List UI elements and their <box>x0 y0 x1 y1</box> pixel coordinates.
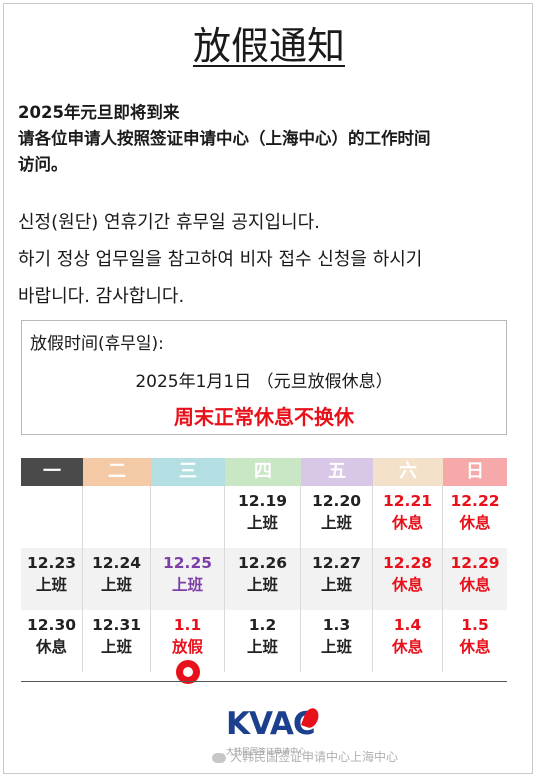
day-date: 12.25 <box>162 554 213 572</box>
day-cell: 12.28 休息 <box>373 548 443 610</box>
holiday-date: 2025年1月1日 （元旦放假休息） <box>135 372 393 392</box>
day-status: 上班 <box>320 514 352 532</box>
chinese-notice-line-1: 2025年元旦即将到来 <box>18 103 180 122</box>
day-cell: 12.27 上班 <box>301 548 373 610</box>
wechat-watermark: 大韩民国签证申请中心上海中心 <box>212 748 398 765</box>
day-status: 上班 <box>246 576 278 594</box>
day-date: 12.29 <box>450 554 500 572</box>
weekday-header-thu: 四 <box>225 458 301 486</box>
day-status: 上班 <box>246 514 278 532</box>
day-status: 上班 <box>100 576 132 594</box>
weekend-note: 周末正常休息不换休 <box>174 405 354 429</box>
weekday-header-sat: 六 <box>373 458 443 486</box>
day-date: 12.30 <box>26 616 77 634</box>
day-status: 休息 <box>459 514 491 532</box>
day-date: 12.27 <box>311 554 362 572</box>
day-date: 12.20 <box>311 492 362 510</box>
day-cell: 12.25 上班 <box>151 548 225 610</box>
day-date: 1.4 <box>393 616 422 634</box>
day-status: 休息 <box>35 638 67 656</box>
week-row-2: 12.23 上班 12.24 上班 12.25 上班 12.26 上班 12.27 上班 … <box>21 548 507 610</box>
day-cell: 1.2 上班 <box>225 610 301 672</box>
logo-subtext: 大韩民国签证申请中心 <box>226 747 306 756</box>
day-cell <box>21 486 83 548</box>
day-cell: 12.20 上班 <box>301 486 373 548</box>
kvac-logo: KVAC 大韩民国签证申请中心 <box>226 706 326 756</box>
korean-notice: 신정(원단) 연휴기간 휴무일 공지입니다. 하기 정상 업무일을 참고하여 비… <box>18 204 528 315</box>
chinese-notice-line-3: 访问。 <box>18 155 68 174</box>
wechat-icon <box>212 752 226 763</box>
day-cell: 12.19 上班 <box>225 486 301 548</box>
day-cell: 12.30 休息 <box>21 610 83 672</box>
holiday-calendar: 一 二 三 四 五 六 日 12.19 上班 12.20 上班 12.21 休息 12… <box>21 458 507 684</box>
day-status: 休息 <box>391 576 423 594</box>
day-date: 1.1 <box>173 616 202 634</box>
day-status: 休息 <box>391 638 423 656</box>
weekday-header-tue: 二 <box>83 458 151 486</box>
day-cell: 12.26 上班 <box>225 548 301 610</box>
korean-notice-line-1: 신정(원단) 연휴기간 휴무일 공지입니다. <box>18 212 320 233</box>
page-title: 放假通知 <box>192 24 345 68</box>
day-date: 1.2 <box>248 616 277 634</box>
day-cell: 1.5 休息 <box>443 610 507 672</box>
holiday-info-box: 放假时间(휴무일): 2025年1月1日 （元旦放假休息） 周末正常休息不换休 <box>21 320 507 435</box>
day-cell: 12.29 休息 <box>443 548 507 610</box>
day-status: 上班 <box>320 638 352 656</box>
day-cell <box>151 486 225 548</box>
day-status: 休息 <box>391 514 423 532</box>
day-date: 12.26 <box>237 554 288 572</box>
day-date: 1.3 <box>322 616 351 634</box>
day-status: 休息 <box>459 638 491 656</box>
day-cell <box>83 486 151 548</box>
day-cell: 12.21 休息 <box>373 486 443 548</box>
chinese-notice-line-2: 请各位申请人按照签证申请中心（上海中心）的工作时间 <box>18 129 431 148</box>
day-date: 1.5 <box>461 616 489 634</box>
day-status: 上班 <box>100 638 132 656</box>
day-status: 上班 <box>320 576 352 594</box>
holiday-label: 放假时间(휴무일): <box>30 334 164 354</box>
holiday-stamp-icon <box>175 660 200 684</box>
day-date: 12.19 <box>237 492 288 510</box>
day-status: 上班 <box>35 576 67 594</box>
day-status: 休息 <box>459 576 491 594</box>
weekday-header-sun: 日 <box>443 458 507 486</box>
weekday-header-row: 一 二 三 四 五 六 日 <box>21 458 507 486</box>
day-date: 12.28 <box>382 554 433 572</box>
day-status: 放假 <box>171 638 203 656</box>
korean-notice-line-2: 하기 정상 업무일을 참고하여 비자 접수 신청을 하시기 <box>18 249 423 270</box>
weekday-header-mon: 一 <box>21 458 83 486</box>
day-status: 上班 <box>171 576 203 594</box>
day-date: 12.24 <box>91 554 142 572</box>
day-cell: 1.3 上班 <box>301 610 373 672</box>
logo-text: KVAC <box>226 706 316 742</box>
day-cell: 12.24 上班 <box>83 548 151 610</box>
week-row-3: 12.30 休息 12.31 上班 1.1 放假 1.2 上班 1.3 上班 1.4 休息 … <box>21 610 507 684</box>
day-cell: 1.4 休息 <box>373 610 443 672</box>
calendar-bottom-rule <box>21 681 507 682</box>
day-cell: 1.1 放假 <box>151 610 225 684</box>
day-date: 12.31 <box>91 616 142 634</box>
week-row-1: 12.19 上班 12.20 上班 12.21 休息 12.22 休息 <box>21 486 507 548</box>
day-status: 上班 <box>246 638 278 656</box>
day-date: 12.22 <box>450 492 500 510</box>
day-cell: 12.31 上班 <box>83 610 151 672</box>
watermark-text: 大韩民国签证申请中心上海中心 <box>230 750 399 764</box>
weekday-header-wed: 三 <box>151 458 225 486</box>
day-date: 12.23 <box>26 554 77 572</box>
chinese-notice: 2025年元旦即将到来 请各位申请人按照签证申请中心（上海中心）的工作时间 访问… <box>18 100 528 178</box>
day-date: 12.21 <box>382 492 433 510</box>
day-cell: 12.23 上班 <box>21 548 83 610</box>
day-cell: 12.22 休息 <box>443 486 507 548</box>
page-frame <box>3 3 533 774</box>
korean-notice-line-3: 바랍니다. 감사합니다. <box>18 286 185 307</box>
weekday-header-fri: 五 <box>301 458 373 486</box>
